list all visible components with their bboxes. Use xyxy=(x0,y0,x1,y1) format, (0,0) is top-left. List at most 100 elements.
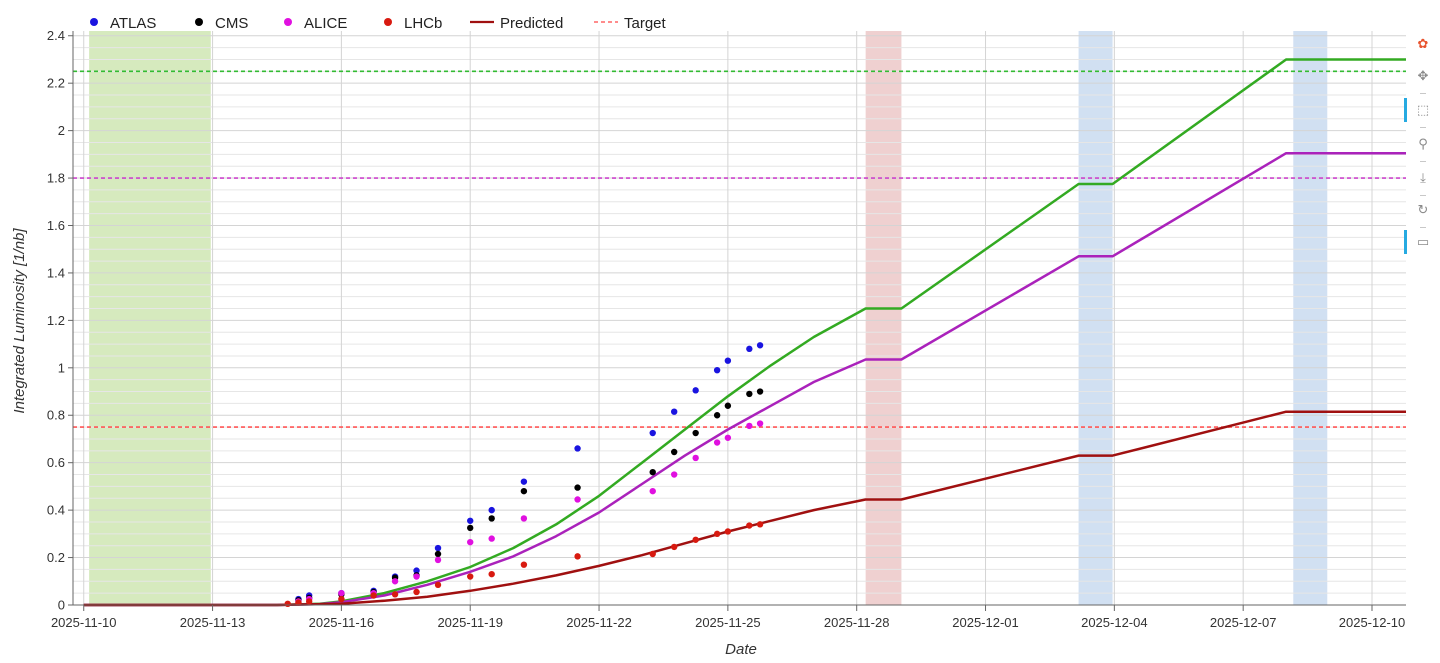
legend-item-target: Target xyxy=(594,15,667,32)
box-zoom-icon[interactable]: ⬚ xyxy=(1404,98,1433,122)
data-point-lhcb xyxy=(670,543,678,551)
legend-label: CMS xyxy=(215,15,248,32)
shaded-period-1 xyxy=(865,31,902,605)
y-tick-label: 0.4 xyxy=(47,503,65,518)
data-point-alice xyxy=(713,439,721,446)
data-point-lhcb xyxy=(692,536,699,543)
data-point-lhcb xyxy=(724,528,732,535)
legend-item-cms: CMS xyxy=(195,15,248,32)
series-alice xyxy=(295,420,764,605)
toolbar-separator xyxy=(1420,195,1426,196)
legend-label: Predicted xyxy=(500,15,563,32)
data-point-cms xyxy=(692,429,699,437)
data-point-atlas xyxy=(649,429,656,437)
legend-marker xyxy=(384,18,392,26)
toolbar-separator xyxy=(1420,161,1426,162)
reset-icon[interactable]: ↻ xyxy=(1417,202,1429,218)
legend-item-alice: ALICE xyxy=(284,15,347,32)
y-tick-label: 2 xyxy=(58,123,65,138)
predicted-line-0 xyxy=(83,58,1406,607)
data-point-lhcb xyxy=(467,573,474,580)
data-point-lhcb xyxy=(520,561,528,568)
hover-icon[interactable]: ▭ xyxy=(1404,230,1433,254)
x-tick-label: 2025-12-10 xyxy=(1339,615,1406,630)
data-point-atlas xyxy=(520,478,528,485)
data-point-atlas xyxy=(413,567,420,574)
chart-toolbar: ✿ ✥ ⬚ ⚲ ⤓ ↻ ▭ xyxy=(1404,30,1440,270)
legend-label: Target xyxy=(624,15,667,32)
data-point-atlas xyxy=(713,366,721,374)
data-point-cms xyxy=(670,448,678,456)
data-point-alice xyxy=(692,454,699,462)
data-point-lhcb xyxy=(649,550,656,558)
data-point-lhcb xyxy=(756,521,764,528)
data-point-cms xyxy=(488,515,495,522)
y-tick-label: 1.4 xyxy=(47,265,65,280)
data-point-atlas xyxy=(756,342,764,349)
series-lhcb xyxy=(284,521,764,608)
predicted-line-1 xyxy=(83,151,1406,607)
y-tick-label: 0.8 xyxy=(47,408,65,423)
data-point-alice xyxy=(467,538,474,546)
data-point-cms xyxy=(467,524,474,532)
predicted-lines xyxy=(83,58,1406,607)
y-tick-label: 0.6 xyxy=(47,455,65,470)
wheel-zoom-icon[interactable]: ⚲ xyxy=(1418,136,1428,152)
data-point-alice xyxy=(488,535,495,542)
shaded-period-2 xyxy=(1078,31,1113,605)
data-point-alice xyxy=(756,420,764,427)
y-tick-label: 1.2 xyxy=(47,313,65,328)
shaded-period-3 xyxy=(1293,31,1328,605)
data-point-atlas xyxy=(574,445,581,452)
data-point-cms xyxy=(756,388,764,395)
data-point-lhcb xyxy=(434,581,442,589)
data-point-lhcb xyxy=(391,591,399,598)
x-tick-label: 2025-11-13 xyxy=(180,615,246,630)
shaded-periods xyxy=(89,31,1328,605)
data-point-atlas xyxy=(434,544,442,552)
axes xyxy=(72,31,1406,606)
x-tick-label: 2025-12-01 xyxy=(952,615,1019,630)
data-point-lhcb xyxy=(746,522,753,529)
x-axis-title: Date xyxy=(725,641,757,658)
target-lines xyxy=(73,70,1406,428)
data-point-lhcb xyxy=(713,530,721,538)
data-point-alice xyxy=(574,496,581,503)
series-cms xyxy=(295,388,764,604)
y-axis-ticks: 0 0.2 0.4 0.6 0.8 1 1.2 1.4 1.6 1.8 2 2.2 2.4 xyxy=(47,28,73,613)
data-point-alice xyxy=(746,422,753,430)
data-point-atlas xyxy=(746,345,753,353)
data-point-alice xyxy=(649,487,656,495)
data-point-lhcb xyxy=(574,553,581,560)
data-point-atlas xyxy=(724,357,732,364)
toolbar-separator xyxy=(1420,127,1426,128)
toolbar-separator xyxy=(1420,227,1426,228)
data-point-cms xyxy=(434,550,442,558)
data-point-lhcb xyxy=(284,600,291,608)
legend-label: ALICE xyxy=(304,15,347,32)
legend-marker xyxy=(284,18,292,26)
pan-icon[interactable]: ✥ xyxy=(1417,68,1429,84)
data-point-cms xyxy=(713,412,721,419)
y-axis-title: Integrated Luminosity [1/nb] xyxy=(11,228,28,414)
data-point-lhcb xyxy=(295,599,302,606)
save-icon[interactable]: ⤓ xyxy=(1420,170,1426,186)
data-point-atlas xyxy=(670,408,678,415)
data-point-atlas xyxy=(467,517,474,524)
data-point-lhcb xyxy=(305,598,313,605)
minor-gridlines xyxy=(73,47,1406,594)
toolbar-separator xyxy=(1420,93,1426,94)
data-point-cms xyxy=(649,468,656,476)
legend: ATLAS CMS ALICE LHCb Predicted Target xyxy=(90,15,667,32)
data-points xyxy=(284,342,764,608)
shaded-period-0 xyxy=(89,31,211,605)
y-tick-label: 1.6 xyxy=(47,218,65,233)
x-tick-label: 2025-11-10 xyxy=(51,615,117,630)
logo-icon[interactable]: ✿ xyxy=(1417,36,1429,52)
data-point-cms xyxy=(574,484,581,491)
series-atlas xyxy=(295,342,764,603)
x-tick-label: 2025-11-28 xyxy=(824,615,890,630)
data-point-alice xyxy=(434,556,442,564)
x-axis-ticks: 2025-11-10 2025-11-13 2025-11-16 2025-11-19… xyxy=(51,605,1405,630)
